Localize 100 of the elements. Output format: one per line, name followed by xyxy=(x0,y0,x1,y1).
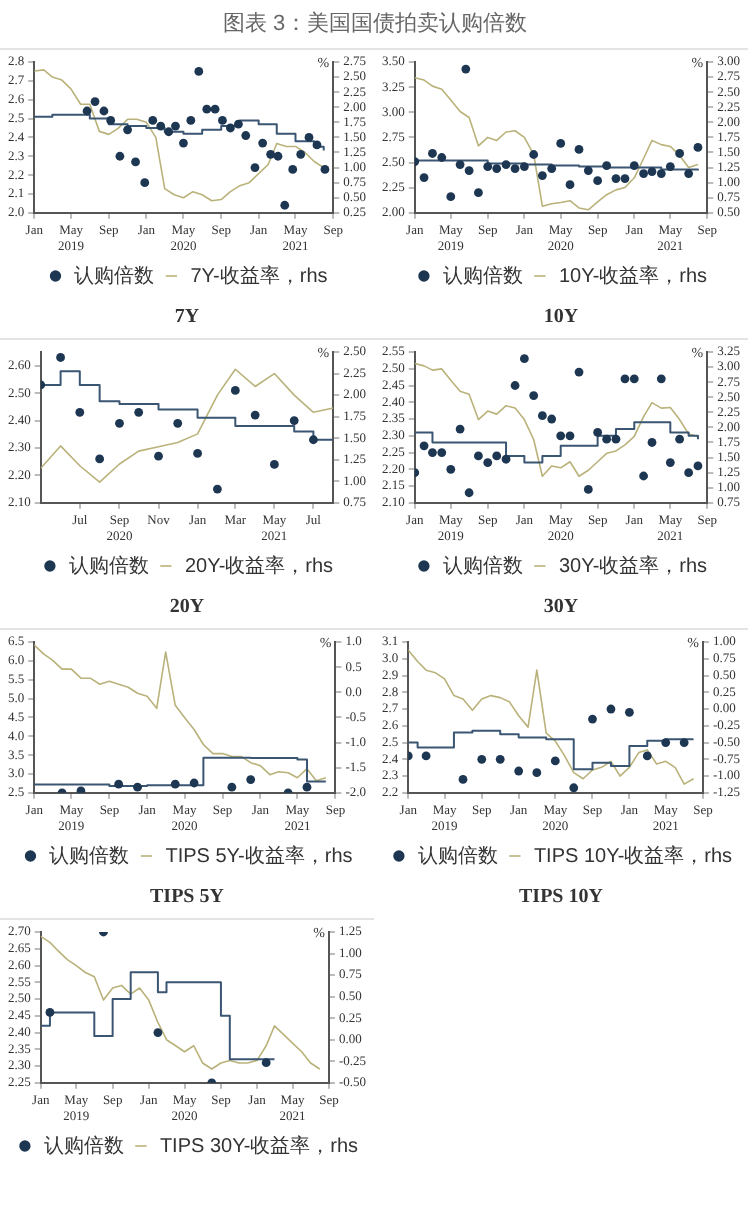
point xyxy=(474,451,483,461)
point xyxy=(446,192,456,202)
point xyxy=(250,163,260,172)
point xyxy=(693,143,703,152)
point xyxy=(148,116,158,125)
point xyxy=(194,67,204,76)
point xyxy=(134,407,144,417)
point xyxy=(230,385,240,395)
point xyxy=(492,451,502,461)
point xyxy=(156,121,166,131)
point xyxy=(90,97,100,106)
point xyxy=(273,151,283,161)
point xyxy=(164,127,174,137)
point xyxy=(309,435,318,445)
legend-label: 认购倍数 xyxy=(74,263,155,288)
point xyxy=(656,169,666,178)
legend-label: TIPS 30Y-收益率，rhs xyxy=(159,1133,359,1158)
point xyxy=(131,157,140,167)
point xyxy=(529,391,539,400)
point xyxy=(529,150,539,159)
legend-label: TIPS 10Y-收益率，rhs xyxy=(533,843,733,868)
point xyxy=(419,173,429,183)
point xyxy=(261,1058,271,1068)
point xyxy=(446,464,456,474)
point xyxy=(312,140,322,150)
point xyxy=(241,131,251,140)
point xyxy=(123,125,132,135)
legend-label: 10Y-收益率，rhs xyxy=(558,263,708,288)
point xyxy=(421,751,431,761)
point xyxy=(547,164,557,173)
point xyxy=(492,164,502,173)
legend-label: 认购倍数 xyxy=(442,553,523,578)
point xyxy=(210,104,220,114)
point xyxy=(289,416,299,425)
point xyxy=(556,431,566,441)
point xyxy=(556,139,566,148)
point xyxy=(296,149,306,159)
point xyxy=(647,167,657,176)
point xyxy=(269,460,279,469)
point xyxy=(464,488,474,498)
point xyxy=(213,484,222,494)
point xyxy=(510,164,520,173)
point xyxy=(419,441,429,451)
point xyxy=(532,768,542,778)
point xyxy=(514,766,524,776)
point xyxy=(173,418,183,428)
point xyxy=(115,418,124,428)
point xyxy=(656,374,666,384)
point xyxy=(75,407,85,417)
legend-label: TIPS 5Y-收益率，rhs xyxy=(165,843,353,868)
point xyxy=(679,738,689,747)
point xyxy=(266,149,276,159)
point xyxy=(547,414,557,424)
point xyxy=(153,1028,163,1037)
point xyxy=(115,151,125,161)
point xyxy=(565,180,575,190)
point xyxy=(428,149,437,158)
point xyxy=(202,104,212,114)
point xyxy=(495,754,505,764)
point xyxy=(501,454,511,464)
point xyxy=(620,374,630,384)
point xyxy=(574,367,584,377)
point xyxy=(693,461,703,471)
point xyxy=(106,116,116,125)
point xyxy=(455,424,465,434)
point xyxy=(437,153,447,162)
legend-label: 认购倍数 xyxy=(68,553,149,578)
point xyxy=(665,458,675,467)
point xyxy=(629,374,639,384)
point xyxy=(428,448,437,457)
text: TIPS 5Y xyxy=(148,886,226,912)
point xyxy=(602,161,612,170)
point xyxy=(611,434,621,444)
point xyxy=(639,471,648,481)
point xyxy=(611,174,621,184)
point xyxy=(625,707,634,717)
point xyxy=(193,449,202,458)
legend-label: 7Y-收益率，rhs xyxy=(190,263,328,288)
point xyxy=(288,165,298,174)
point xyxy=(569,783,579,793)
legend-label: 认购倍数 xyxy=(49,843,130,868)
point xyxy=(437,448,447,457)
point xyxy=(519,162,529,171)
point xyxy=(179,138,188,148)
point xyxy=(320,165,330,174)
text: 图表 3：美国国债拍卖认购倍数 xyxy=(220,9,530,40)
point xyxy=(464,166,474,175)
point xyxy=(684,169,694,178)
text: 30Y xyxy=(541,596,581,622)
point xyxy=(565,431,575,441)
point xyxy=(675,434,685,444)
point xyxy=(593,428,603,437)
point xyxy=(250,410,260,420)
point xyxy=(186,116,196,125)
point xyxy=(218,116,227,125)
point xyxy=(304,133,314,142)
legend-label: 30Y-收益率，rhs xyxy=(558,553,708,578)
point xyxy=(171,121,180,131)
point xyxy=(642,751,652,761)
point xyxy=(661,738,671,747)
